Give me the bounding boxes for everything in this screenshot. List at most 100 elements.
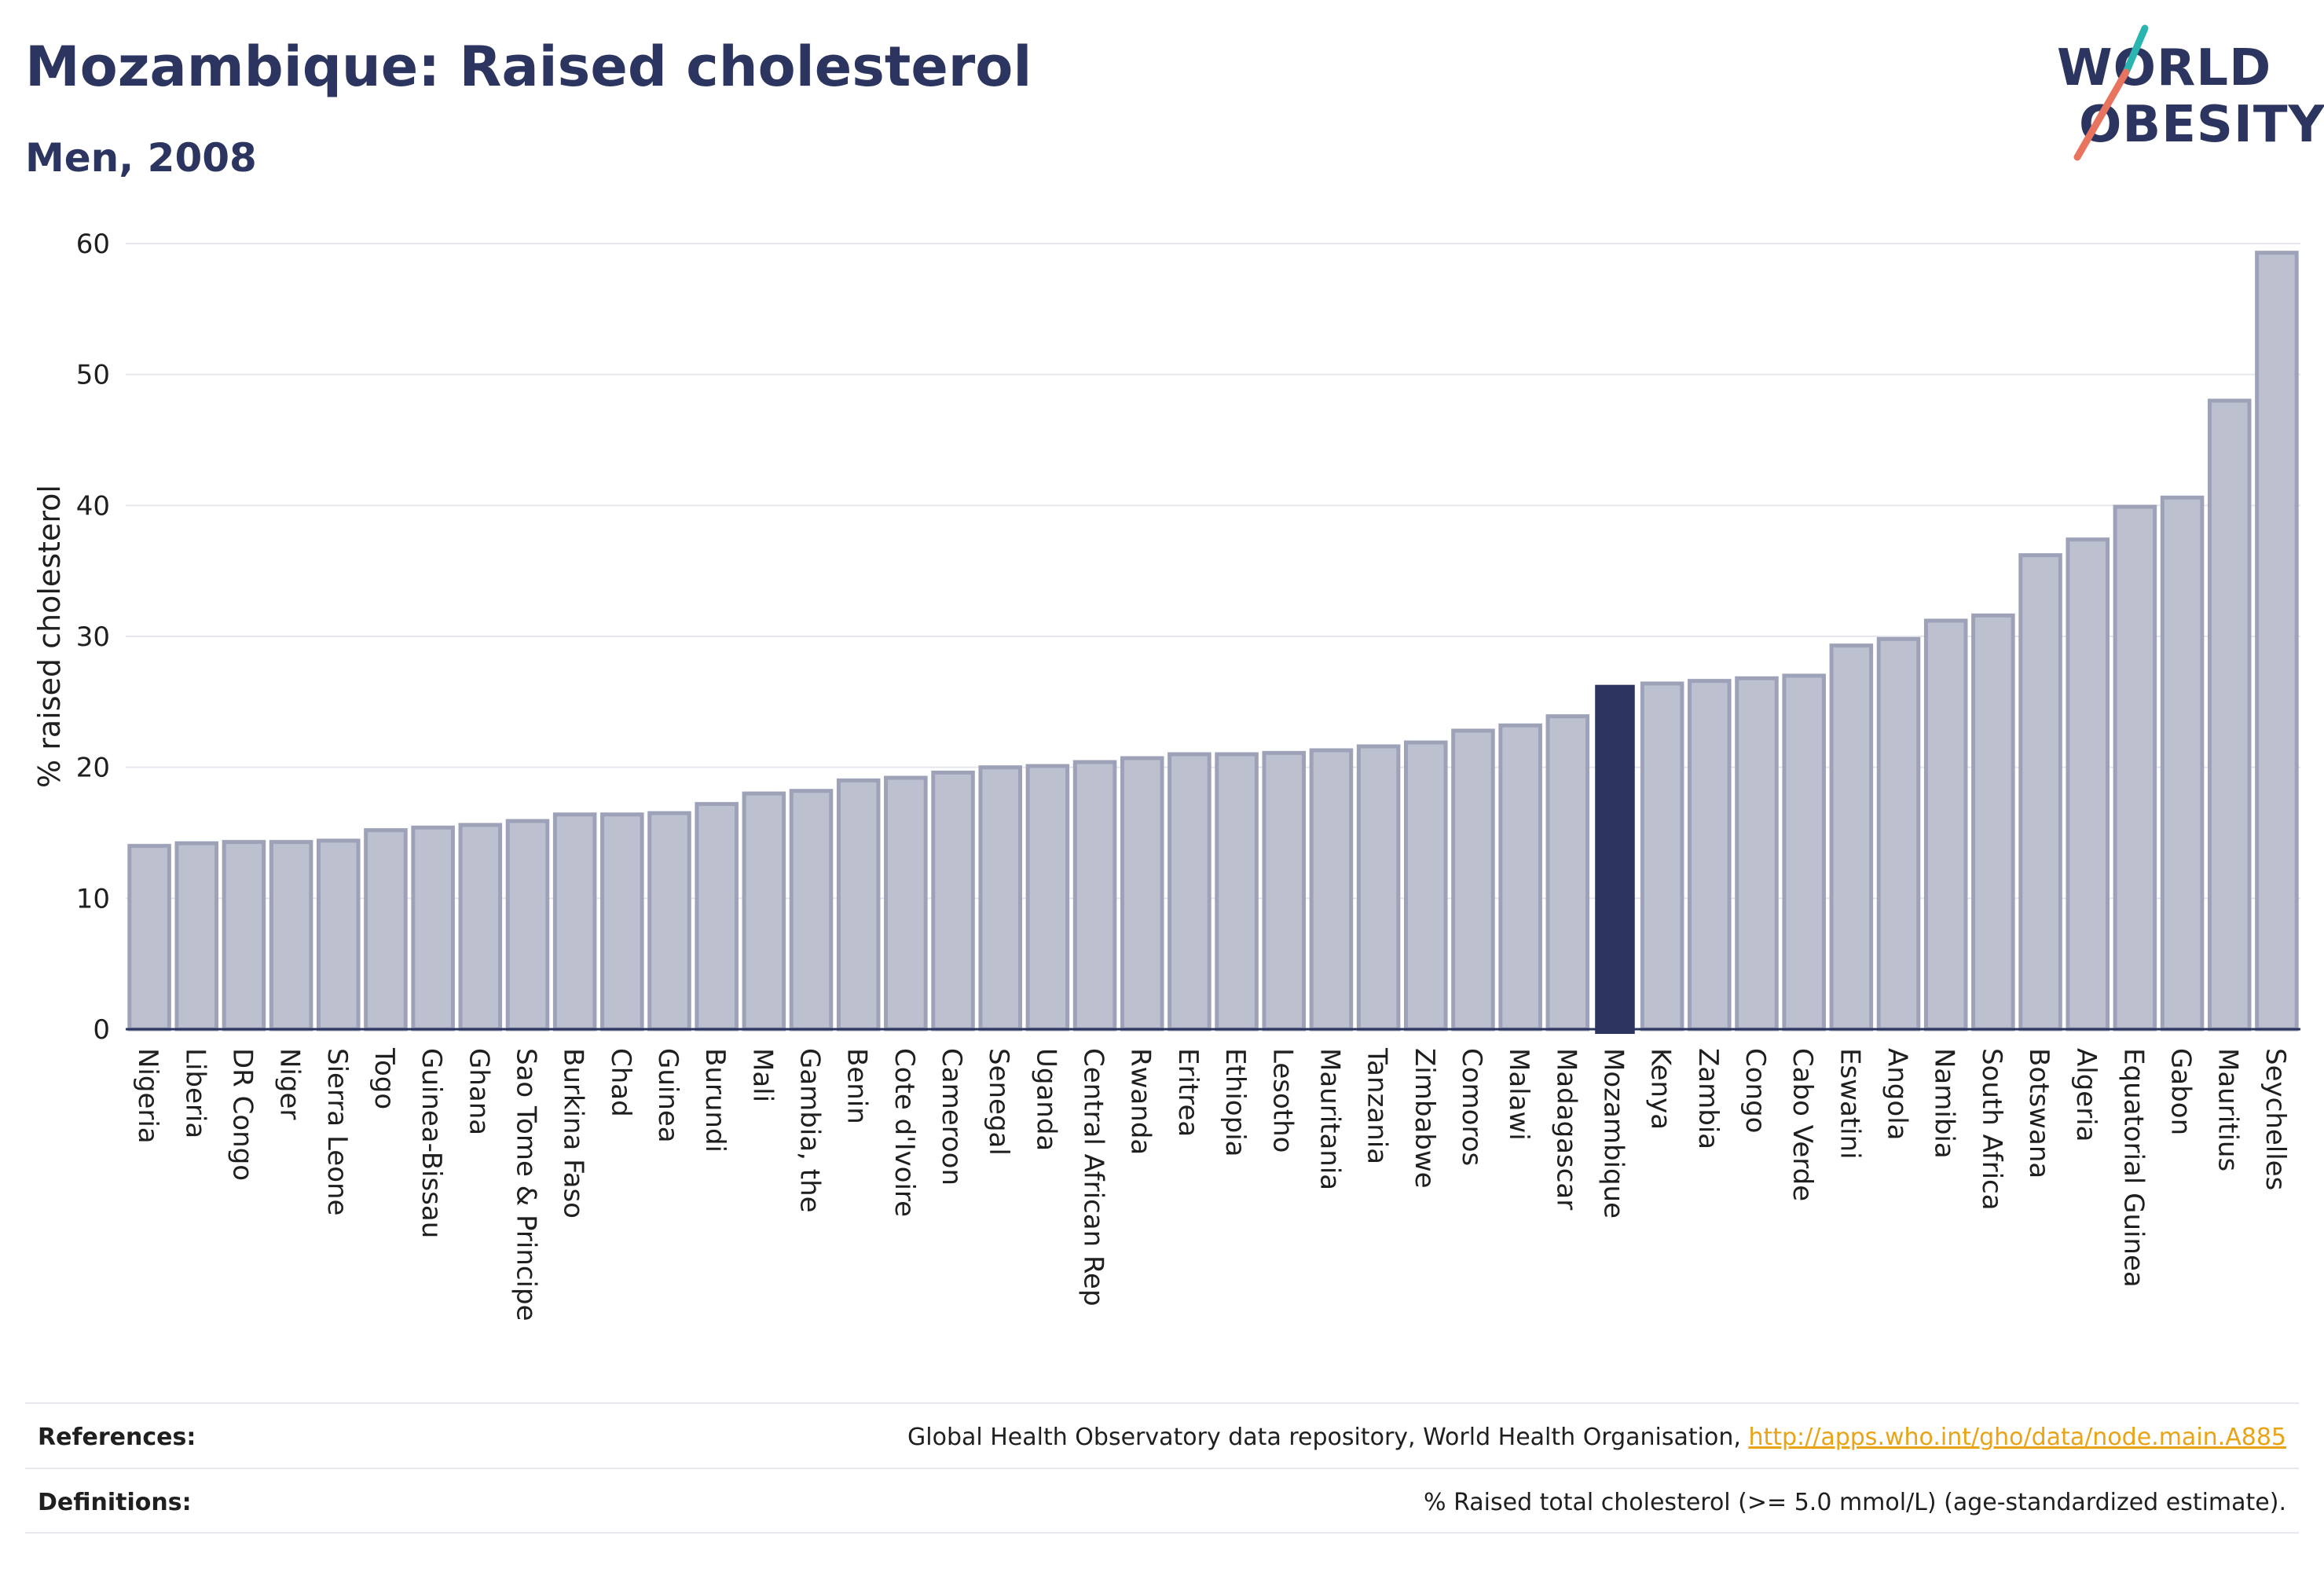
definitions-label: Definitions: xyxy=(38,1489,192,1516)
y-tick-label: 10 xyxy=(76,883,110,914)
x-tick-label: Congo xyxy=(1739,1048,1771,1133)
bar xyxy=(269,840,313,1032)
bar xyxy=(647,811,691,1032)
x-tick-label: Cameroon xyxy=(936,1048,967,1186)
bar xyxy=(1167,752,1211,1032)
x-tick-label: Uganda xyxy=(1030,1048,1061,1151)
x-tick-label: Zimbabwe xyxy=(1409,1048,1440,1189)
references-source: Global Health Observatory data repositor… xyxy=(907,1424,1749,1451)
bar xyxy=(836,778,881,1032)
bar xyxy=(1782,673,1826,1032)
logo-slash-icon xyxy=(2073,24,2149,161)
bar xyxy=(1451,728,1495,1032)
x-tick-label: Guinea-Bissau xyxy=(416,1048,447,1238)
x-tick-label: DR Congo xyxy=(226,1048,258,1181)
x-tick-label: Chad xyxy=(605,1048,636,1117)
x-tick-label: Madagascar xyxy=(1550,1048,1582,1210)
bar xyxy=(1309,748,1354,1032)
footer-divider-bottom xyxy=(25,1532,2299,1534)
bar xyxy=(1971,613,2015,1032)
y-tick-label: 50 xyxy=(76,360,110,391)
definitions-text: % Raised total cholesterol (>= 5.0 mmol/… xyxy=(1424,1489,2286,1516)
x-tick-label: Tanzania xyxy=(1362,1047,1393,1164)
x-tick-label: Ethiopia xyxy=(1219,1048,1251,1156)
x-tick-label: Seychelles xyxy=(2260,1048,2291,1190)
x-tick-label: Lesotho xyxy=(1266,1048,1298,1153)
logo-line2: OBESITY xyxy=(2079,96,2324,154)
bar xyxy=(1120,756,1164,1032)
bar xyxy=(2207,398,2252,1032)
x-tick-label: Eswatini xyxy=(1834,1048,1865,1160)
x-tick-label: Comoros xyxy=(1456,1048,1487,1166)
x-tick-label: Liberia xyxy=(179,1048,211,1138)
x-tick-label: Kenya xyxy=(1645,1048,1677,1130)
x-tick-label: Zambia xyxy=(1692,1048,1724,1149)
x-tick-label: Gabon xyxy=(2165,1048,2197,1135)
bar xyxy=(884,775,928,1032)
x-tick-label: South Africa xyxy=(1976,1048,2007,1211)
references-text: Global Health Observatory data repositor… xyxy=(907,1424,2286,1451)
bar xyxy=(2160,495,2205,1032)
x-tick-label: Central African Rep xyxy=(1078,1048,1109,1307)
x-tick-label: Benin xyxy=(841,1048,873,1124)
bar xyxy=(1215,752,1259,1032)
x-tick-label: Mauritania xyxy=(1314,1048,1345,1190)
footer-divider-top xyxy=(25,1402,2299,1404)
x-tick-label: Rwanda xyxy=(1125,1048,1157,1155)
x-tick-label: Niger xyxy=(274,1048,306,1120)
logo-line1: WORLD xyxy=(2057,39,2272,97)
x-tick-label: Botswana xyxy=(2023,1048,2055,1178)
bar xyxy=(789,789,834,1032)
x-tick-label: Algeria xyxy=(2070,1048,2102,1142)
x-tick-label: Guinea xyxy=(652,1048,684,1143)
bar xyxy=(695,801,739,1032)
bar xyxy=(222,840,266,1032)
bar xyxy=(1498,723,1542,1032)
references-link[interactable]: http://apps.who.int/gho/data/node.main.A… xyxy=(1748,1424,2286,1451)
bar xyxy=(1595,684,1635,1034)
x-tick-label: Cote d'Ivoire xyxy=(889,1048,920,1217)
bar xyxy=(1876,636,1921,1032)
bar xyxy=(174,841,219,1032)
bar xyxy=(1829,643,1874,1032)
bar xyxy=(364,828,408,1032)
bar xyxy=(1072,760,1117,1032)
x-tick-label: Mauritius xyxy=(2212,1048,2244,1171)
x-tick-label: Mali xyxy=(746,1048,778,1102)
y-tick-label: 40 xyxy=(76,490,110,522)
bar xyxy=(742,791,786,1032)
chart-title: Mozambique: Raised cholesterol xyxy=(25,35,1032,99)
bar xyxy=(1688,679,1732,1032)
x-tick-label: Sao Tome & Principe xyxy=(510,1048,541,1321)
x-tick-label: Sierra Leone xyxy=(321,1048,353,1215)
bar xyxy=(505,819,550,1032)
bar xyxy=(1545,714,1590,1032)
y-tick-label: 0 xyxy=(93,1014,110,1046)
world-obesity-logo: WORLD OBESITY xyxy=(2051,24,2324,165)
bar xyxy=(127,844,171,1032)
x-tick-label: Malawi xyxy=(1503,1048,1534,1141)
x-tick-label: Senegal xyxy=(983,1048,1014,1156)
bar xyxy=(411,825,455,1032)
y-tick-label: 20 xyxy=(76,753,110,784)
bar xyxy=(458,823,503,1032)
x-tick-label: Ghana xyxy=(463,1048,494,1135)
bar xyxy=(2066,537,2110,1032)
bar xyxy=(1640,681,1684,1032)
bar xyxy=(552,812,597,1032)
bar xyxy=(1356,744,1401,1032)
bar xyxy=(1404,740,1448,1032)
bar xyxy=(1923,618,1968,1032)
x-tick-label: Equatorial Guinea xyxy=(2117,1048,2149,1288)
bar xyxy=(1262,750,1307,1032)
y-axis-label: % raised cholesterol xyxy=(32,485,67,788)
x-tick-label: Angola xyxy=(1882,1048,1913,1140)
bar xyxy=(600,812,644,1032)
bar xyxy=(2255,251,2299,1032)
bar xyxy=(2113,504,2157,1032)
footer-divider-middle xyxy=(25,1468,2299,1469)
x-tick-label: Mozambique xyxy=(1597,1048,1629,1219)
bar xyxy=(978,765,1022,1032)
chart-subtitle: Men, 2008 xyxy=(25,135,257,181)
bar xyxy=(1025,764,1070,1032)
